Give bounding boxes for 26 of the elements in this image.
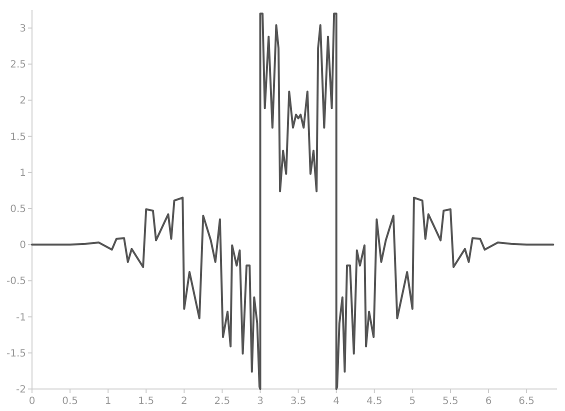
y-tick-label: 3 — [20, 24, 26, 35]
line-series — [31, 12, 554, 390]
x-tick-label: 5 — [409, 396, 416, 407]
x-tick-label: 5.5 — [442, 396, 458, 407]
x-tick-label: 2 — [180, 396, 188, 407]
x-tick-label: 0.5 — [62, 396, 78, 407]
y-tick-label: -1.5 — [6, 348, 26, 360]
x-tick-label: 1.5 — [138, 396, 154, 407]
y-tick-label: 0 — [20, 240, 26, 252]
x-tick-label: 6 — [485, 396, 492, 407]
x-tick-label: 4.5 — [366, 396, 382, 407]
x-tick-label: 0 — [28, 396, 36, 407]
y-tick-label: -2 — [16, 384, 26, 396]
y-tick-label: 2.5 — [10, 60, 26, 71]
y-tick-label: -1 — [16, 312, 26, 324]
y-tick-label: 2 — [20, 96, 26, 107]
y-tick-label: 0.5 — [10, 204, 26, 216]
x-tick-label: 3 — [257, 396, 264, 407]
x-tick-label: 4 — [333, 396, 340, 407]
x-tick-label: 6.5 — [518, 396, 535, 407]
y-tick-label: 1.5 — [10, 132, 26, 143]
x-tick-label: 2.5 — [214, 396, 230, 407]
y-tick-label: -0.5 — [6, 276, 26, 288]
x-tick-label: 1 — [104, 396, 112, 407]
x-tick-label: 3.5 — [290, 396, 306, 407]
y-tick-label: 1 — [20, 168, 26, 179]
